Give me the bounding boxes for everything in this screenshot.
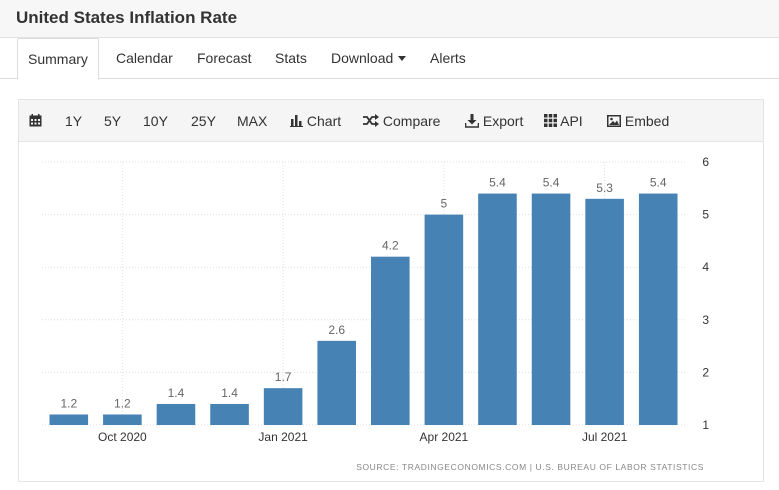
compare-button[interactable]: Compare (363, 100, 440, 142)
calendar-icon (29, 114, 42, 127)
export-button[interactable]: Export (464, 100, 524, 142)
data-label: 1.2 (60, 396, 77, 410)
tab-forecast[interactable]: Forecast (197, 38, 251, 79)
bar (371, 256, 410, 425)
range-10y-button[interactable]: 10Y (143, 113, 168, 129)
inflation-bar-chart: 1 2 3 4 5 6 Oct 2020 Jan 2021 Apr 2021 Jul 2021 1.… (42, 155, 709, 472)
tab-stats-label: Stats (275, 50, 307, 66)
chart-button-label: Chart (306, 113, 342, 129)
bar (156, 403, 196, 425)
bar (317, 340, 356, 425)
data-label: 1.7 (275, 370, 292, 384)
title-bar: United States Inflation Rate (0, 0, 779, 38)
tab-download-label: Download (331, 50, 394, 66)
embed-button-label: Embed (624, 113, 670, 129)
download-icon (464, 113, 480, 128)
tab-download[interactable]: Download (331, 38, 407, 79)
data-label: 1.4 (221, 386, 238, 400)
image-icon (607, 114, 621, 127)
tab-bar: Summary Calendar Forecast Stats Download… (0, 38, 779, 80)
data-label: 5.4 (543, 176, 560, 190)
data-label: 2.6 (328, 323, 345, 337)
page-title: United States Inflation Rate (16, 8, 238, 27)
bar-chart-icon (290, 115, 303, 128)
tab-calendar-label: Calendar (116, 50, 173, 66)
tab-alerts[interactable]: Alerts (430, 38, 466, 79)
data-label: 5.4 (650, 176, 667, 190)
tab-alerts-label: Alerts (430, 50, 466, 66)
tab-forecast-label: Forecast (197, 50, 252, 66)
x-tick-label: Jul 2021 (582, 430, 628, 444)
source-text: SOURCE: TRADINGECONOMICS.COM | U.S. BURE… (356, 462, 704, 472)
y-tick-label: 5 (702, 208, 709, 222)
range-1y-button[interactable]: 1Y (65, 113, 83, 129)
data-label: 1.2 (114, 396, 131, 410)
bar (210, 403, 249, 425)
bar (263, 388, 303, 425)
data-label: 1.4 (168, 386, 185, 400)
y-tick-label: 3 (702, 313, 709, 327)
bar (49, 414, 89, 425)
chart-panel: 1Y 5Y 10Y 25Y MAX Chart Compare Export A… (18, 99, 764, 482)
grid-icon (544, 114, 557, 128)
shuffle-icon (363, 114, 379, 128)
range-5y-button[interactable]: 5Y (104, 113, 122, 129)
range-max-button[interactable]: MAX (237, 113, 268, 129)
calendar-button[interactable] (29, 100, 42, 142)
compare-button-label: Compare (382, 113, 441, 129)
y-tick-label: 1 (702, 418, 709, 432)
api-button[interactable]: API (544, 100, 583, 142)
data-label: 4.2 (382, 239, 399, 253)
tab-stats[interactable]: Stats (275, 38, 307, 79)
bar (103, 414, 142, 425)
chart-button[interactable]: Chart (290, 100, 341, 142)
bar (585, 198, 624, 425)
x-tick-label: Apr 2021 (420, 430, 469, 444)
chart-toolbar: 1Y 5Y 10Y 25Y MAX Chart Compare Export A… (19, 100, 763, 142)
range-25y-button[interactable]: 25Y (191, 113, 216, 129)
bar (424, 214, 464, 425)
export-button-label: Export (482, 113, 524, 129)
bar (638, 193, 678, 425)
embed-button[interactable]: Embed (607, 100, 669, 142)
bar (478, 193, 517, 425)
bar (531, 193, 571, 425)
chevron-down-icon (398, 55, 407, 61)
y-tick-label: 2 (702, 365, 709, 379)
y-tick-label: 6 (702, 155, 709, 169)
api-button-label: API (560, 113, 583, 129)
data-label: 5 (441, 197, 448, 211)
data-label: 5.4 (489, 176, 506, 190)
tab-summary[interactable]: Summary (17, 38, 99, 80)
tab-summary-label: Summary (28, 51, 88, 67)
tab-calendar[interactable]: Calendar (116, 38, 173, 79)
data-label: 5.3 (596, 181, 613, 195)
y-tick-label: 4 (702, 260, 709, 274)
x-tick-label: Jan 2021 (258, 430, 308, 444)
x-tick-label: Oct 2020 (98, 430, 147, 444)
